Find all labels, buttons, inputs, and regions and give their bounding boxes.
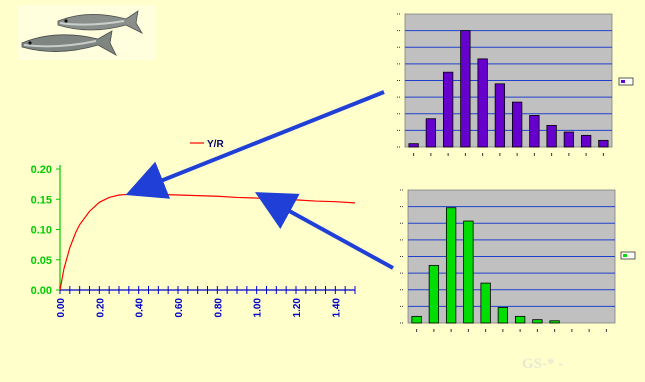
x-tick-label: 0.60 bbox=[174, 298, 185, 318]
bar bbox=[532, 319, 543, 324]
y-tick-label: 0.15 bbox=[31, 194, 52, 206]
bar bbox=[428, 264, 440, 324]
bar bbox=[494, 83, 506, 148]
x-tick-label: 0.00 bbox=[56, 298, 67, 318]
y-tick-label: 0.05 bbox=[31, 255, 52, 267]
x-tick-label: 1.20 bbox=[292, 298, 303, 318]
bar bbox=[460, 30, 471, 148]
bar bbox=[529, 115, 540, 148]
bar bbox=[549, 320, 560, 324]
yield-per-recruit-chart: 0.00 0.05 0.10 0.15 0.20 0.00 0.20 0.40 0.60 0.80… bbox=[31, 139, 356, 318]
bar bbox=[497, 307, 509, 324]
bar bbox=[445, 207, 457, 324]
legend-label: Y/R bbox=[207, 139, 224, 150]
bar bbox=[463, 220, 474, 324]
bar bbox=[477, 58, 488, 148]
legend-box bbox=[618, 77, 634, 86]
bar bbox=[408, 143, 419, 148]
legend-box bbox=[620, 251, 636, 260]
x-tick-label: 1.40 bbox=[331, 298, 342, 318]
bar bbox=[411, 315, 422, 324]
x-tick-label: 1.00 bbox=[253, 298, 264, 318]
legend-swatch bbox=[623, 254, 627, 257]
x-tick-label: 0.40 bbox=[135, 298, 146, 318]
bar bbox=[580, 134, 592, 148]
bar bbox=[425, 118, 437, 148]
fish-icon bbox=[21, 30, 117, 56]
age-histogram-top bbox=[397, 13, 634, 156]
y-tick-label: 0.10 bbox=[31, 225, 52, 237]
bar bbox=[514, 315, 526, 324]
bar bbox=[480, 282, 491, 324]
bar bbox=[442, 71, 454, 148]
bar bbox=[598, 139, 609, 148]
series-line-y-r bbox=[59, 193, 356, 291]
x-tick-label: 0.20 bbox=[95, 298, 106, 318]
bar bbox=[511, 101, 523, 148]
bar bbox=[563, 131, 575, 148]
fish-icon bbox=[57, 10, 144, 34]
y-tick-label: 0.00 bbox=[31, 285, 52, 297]
footer-mark: GS-* - bbox=[522, 356, 564, 372]
bar bbox=[546, 124, 557, 148]
y-tick-label: 0.20 bbox=[31, 164, 52, 176]
x-tick-label: 0.80 bbox=[213, 298, 224, 318]
age-histogram-bottom bbox=[400, 189, 636, 332]
arrow-to-tail bbox=[254, 192, 394, 270]
legend-swatch bbox=[621, 80, 625, 83]
arrow-to-peak bbox=[125, 90, 385, 199]
fish-illustration bbox=[18, 5, 156, 60]
